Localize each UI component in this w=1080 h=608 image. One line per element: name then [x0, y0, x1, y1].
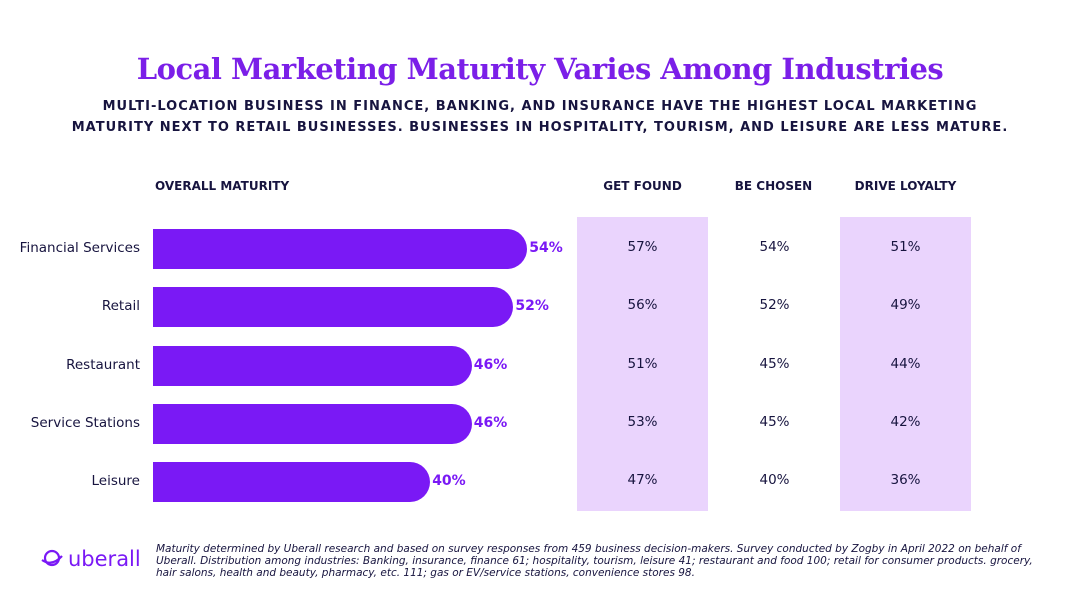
table-cell: 36% — [890, 472, 921, 488]
bar — [153, 346, 472, 386]
chart-title: OVERALL MATURITY — [155, 179, 290, 193]
page-subtitle: MULTI-LOCATION BUSINESS IN FINANCE, BANK… — [71, 99, 1009, 135]
bar-value-label: 52% — [515, 298, 549, 314]
bar — [153, 287, 514, 327]
column-header-be-chosen: BE CHOSEN — [734, 179, 813, 193]
table-cell: 53% — [627, 414, 658, 430]
page-title: Local Marketing Maturity Varies Among In… — [136, 52, 944, 86]
bar-value-label: 40% — [432, 473, 466, 489]
table-cell: 52% — [759, 297, 790, 313]
column-header-get-found: GET FOUND — [603, 179, 682, 193]
table-cell: 51% — [627, 356, 658, 372]
category-label: Restaurant — [66, 357, 140, 373]
category-label: Financial Services — [19, 240, 140, 256]
logo-text: uberall — [68, 547, 141, 571]
category-label: Retail — [101, 298, 140, 314]
bar — [153, 229, 528, 269]
uberall-logo-icon — [41, 549, 63, 567]
uberall-logo: uberall — [40, 547, 141, 571]
table-cell: 49% — [890, 297, 921, 313]
footnote: Maturity determined by Uberall research … — [156, 543, 1033, 579]
table-cell: 44% — [890, 356, 921, 372]
table-cell: 51% — [890, 239, 921, 255]
table-cell: 47% — [627, 472, 658, 488]
table-cell: 42% — [890, 414, 921, 430]
table-cell: 45% — [759, 356, 790, 372]
table-cell: 54% — [759, 239, 790, 255]
table-cell: 40% — [759, 472, 790, 488]
bar — [153, 462, 431, 502]
get-found-column-background — [577, 217, 708, 511]
category-label: Service Stations — [30, 415, 140, 431]
bar-value-label: 46% — [473, 357, 508, 373]
table-cell: 57% — [627, 239, 658, 255]
bar — [153, 404, 472, 444]
category-label: Leisure — [91, 473, 141, 489]
column-header-drive-loyalty: DRIVE LOYALTY — [854, 179, 957, 193]
bar-value-label: 54% — [529, 240, 563, 256]
table-cell: 45% — [759, 414, 790, 430]
table-cell: 56% — [627, 297, 658, 313]
bar-value-label: 46% — [473, 415, 508, 431]
drive-loyalty-column-background — [840, 217, 971, 511]
